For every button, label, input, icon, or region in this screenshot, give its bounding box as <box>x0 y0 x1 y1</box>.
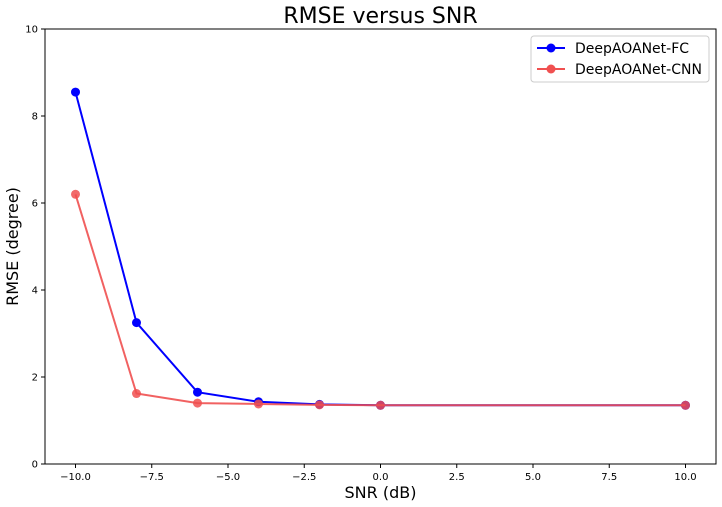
plot-frame <box>44 28 717 465</box>
legend-label: DeepAOANet-CNN <box>575 62 702 78</box>
data-point <box>71 87 80 97</box>
data-point <box>132 389 141 399</box>
data-point <box>193 387 202 397</box>
y-axis-label: RMSE (degree) <box>3 187 22 306</box>
legend-swatch-marker <box>546 64 556 74</box>
legend: DeepAOANet-FC DeepAOANet-CNN <box>530 35 710 83</box>
x-tick-label: −10.0 <box>60 472 91 483</box>
data-point <box>132 318 141 328</box>
legend-item: DeepAOANet-FC <box>537 41 689 57</box>
x-tick-label: 5.0 <box>525 472 541 483</box>
x-tick-label: 2.5 <box>449 472 465 483</box>
y-tick-label: 0 <box>32 460 38 471</box>
y-tick-label: 10 <box>25 25 38 36</box>
x-tick-label: 0.0 <box>373 472 389 483</box>
x-tick-label: 10.0 <box>674 472 696 483</box>
legend-item: DeepAOANet-CNN <box>537 62 702 78</box>
x-axis-label: SNR (dB) <box>345 483 417 502</box>
series-cnn <box>71 189 690 410</box>
legend-swatch-marker <box>546 43 556 53</box>
x-tick-label: −7.5 <box>140 472 164 483</box>
data-point <box>254 399 263 409</box>
y-tick-label: 4 <box>32 286 38 297</box>
legend-box <box>530 35 710 83</box>
x-tick-label: 7.5 <box>601 472 617 483</box>
data-point <box>315 400 324 410</box>
y-tick-label: 8 <box>32 112 38 123</box>
legend-label: DeepAOANet-FC <box>575 41 689 57</box>
plot-area: −10.0 −7.5 −5.0 −2.5 0.0 2.5 5.0 7.5 10.0 0 2 4 6 8 10 <box>25 25 717 483</box>
chart-title: RMSE versus SNR <box>283 4 477 29</box>
y-tick-label: 6 <box>32 199 38 210</box>
x-tick-label: −2.5 <box>292 472 316 483</box>
data-point <box>71 189 80 199</box>
y-tick-label: 2 <box>32 373 38 384</box>
data-point <box>376 400 385 410</box>
data-point <box>681 400 690 410</box>
x-tick-label: −5.0 <box>216 472 240 483</box>
data-point <box>193 398 202 408</box>
